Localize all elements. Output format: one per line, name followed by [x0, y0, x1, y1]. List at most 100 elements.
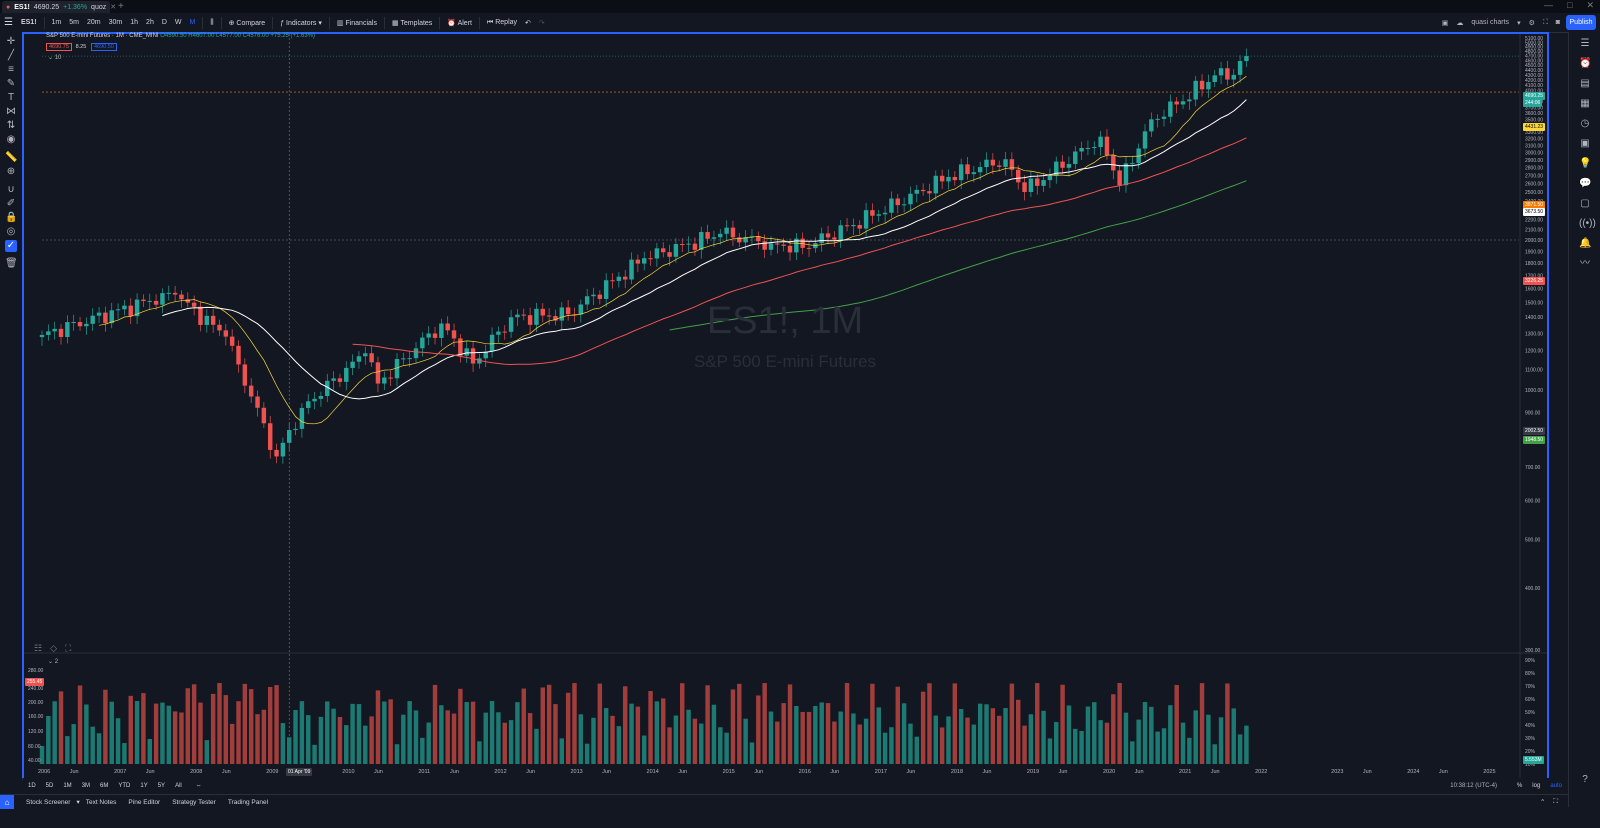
notifications-icon[interactable]: 🔔 — [1579, 238, 1592, 249]
candle-body — [1098, 136, 1103, 148]
close-tab-icon[interactable]: ✕ — [110, 4, 117, 11]
pattern-icon[interactable]: ⋈ — [6, 106, 16, 117]
tab-text-notes[interactable]: Text Notes — [85, 798, 117, 806]
range-5y[interactable]: 5Y — [157, 783, 166, 789]
range-3m[interactable]: 3M — [81, 783, 91, 789]
interval-30m[interactable]: 30m — [108, 19, 123, 26]
range-all[interactable]: All — [175, 783, 182, 789]
eye-icon[interactable]: ◉ — [6, 134, 16, 145]
signal-icon[interactable]: ((•)) — [1579, 218, 1596, 229]
collapse-panel-icon[interactable]: ⌃ — [1539, 799, 1546, 806]
zoom-icon[interactable]: ⊕ — [6, 166, 16, 177]
bulb-icon[interactable]: 💡 — [1579, 158, 1592, 169]
help-icon[interactable]: ? — [1582, 774, 1588, 785]
pane-resize-icon[interactable]: ◇ — [50, 643, 57, 653]
buy-price-pill[interactable]: 4690.50 — [90, 43, 117, 51]
range-1d[interactable]: 1D — [28, 783, 36, 789]
hotlist-icon[interactable]: ▦ — [1580, 98, 1590, 109]
fib-icon[interactable]: ≡ — [8, 64, 14, 75]
calendar-icon[interactable]: ◷ — [1580, 118, 1590, 129]
interval-1m[interactable]: 1m — [51, 19, 62, 26]
layout-dropdown-icon[interactable]: ▾ — [1517, 19, 1521, 27]
chart-tab[interactable]: ● ES1! 4690.25 +1.36% quoz ✕ — [2, 1, 116, 13]
new-tab-icon[interactable]: + — [118, 1, 124, 12]
range-ytd[interactable]: YTD — [118, 783, 131, 789]
publish-button[interactable]: Publish — [1566, 15, 1596, 30]
volume-bar — [287, 737, 292, 764]
replay-button[interactable]: ⏮ Replay — [486, 18, 518, 26]
chart-canvas[interactable]: 5100.005000.004900.004800.004700.004600.… — [24, 34, 1547, 778]
prediction-icon[interactable]: ⇅ — [6, 120, 16, 131]
streams-icon[interactable]: ▢ — [1580, 198, 1590, 209]
lock-icon[interactable]: 🔒 — [5, 212, 18, 223]
maximize-panel-icon[interactable]: ⛶ — [1553, 798, 1558, 805]
candle-body — [382, 377, 387, 384]
maximize-icon[interactable]: □ — [1567, 0, 1573, 10]
trash-icon[interactable]: 🗑 — [5, 258, 18, 269]
undo-icon[interactable]: ↶ — [525, 19, 531, 27]
chevron-down-icon[interactable]: ⌄ — [48, 55, 54, 61]
interval-5m[interactable]: 5m — [69, 19, 79, 26]
watchlist-icon[interactable]: ☰ — [1580, 38, 1590, 49]
home-icon[interactable]: ⌂ — [0, 795, 14, 809]
minimize-icon[interactable]: — — [1544, 0, 1554, 10]
indicators-button[interactable]: ƒ Indicators ▾ — [280, 19, 322, 27]
visibility-icon[interactable]: ◎ — [6, 226, 16, 237]
brush-icon[interactable]: ✎ — [6, 78, 16, 89]
ideas-icon[interactable]: ▣ — [1580, 138, 1590, 149]
financials-button[interactable]: ▥ Financials — [336, 19, 377, 27]
interval-w[interactable]: W — [174, 19, 182, 26]
tab-trading-panel[interactable]: Trading Panel — [227, 798, 269, 806]
range-5d[interactable]: 5D — [45, 783, 54, 789]
date-range-icon[interactable]: ⇔ — [195, 783, 202, 789]
camera-icon[interactable]: ◙ — [1555, 19, 1560, 26]
favorites-icon[interactable]: ✓ — [5, 240, 17, 252]
trend-icon[interactable]: 〰 — [1580, 258, 1590, 269]
tab-stock-screener[interactable]: Stock Screener — [26, 798, 71, 806]
tab-pine-editor[interactable]: Pine Editor — [128, 798, 161, 806]
scale-auto[interactable]: auto — [1550, 783, 1562, 789]
scale-log[interactable]: log — [1532, 783, 1541, 789]
templates-button[interactable]: ▦ Templates — [391, 19, 433, 27]
data-window-icon[interactable]: ▤ — [1580, 78, 1590, 89]
chat-icon[interactable]: 💬 — [1579, 178, 1592, 189]
screener-dropdown-icon[interactable]: ▾ — [76, 799, 80, 806]
interval-1h[interactable]: 1h — [130, 19, 139, 26]
ruler-icon[interactable]: 📏 — [5, 152, 18, 163]
magnet-icon[interactable]: ∪ — [7, 184, 15, 195]
ma-legend-row[interactable]: ⌄ 10 — [48, 54, 61, 61]
pane-maximize-icon[interactable]: ⛶ — [65, 643, 72, 653]
symbol-search[interactable]: ES1! — [20, 19, 37, 26]
redo-icon[interactable]: ↷ — [538, 19, 545, 27]
scale-percent[interactable]: % — [1516, 783, 1523, 789]
sell-price-pill[interactable]: 4690.75 — [46, 43, 72, 51]
timezone-label[interactable]: 10:38:12 (UTC-4) — [1450, 783, 1497, 789]
settings-icon[interactable]: ⚙ — [1528, 19, 1535, 27]
volume-legend[interactable]: ⌄ 2 — [48, 658, 58, 665]
interval-20m[interactable]: 20m — [87, 19, 101, 26]
interval-m[interactable]: M — [189, 19, 196, 26]
layout-name[interactable]: quasi charts — [1471, 19, 1510, 26]
interval-2h[interactable]: 2h — [146, 19, 154, 26]
tab-strategy-tester[interactable]: Strategy Tester — [172, 798, 216, 806]
volume-bar — [908, 723, 913, 764]
alert-button[interactable]: ⏰ Alert — [447, 19, 472, 27]
chart-type-icon[interactable]: ⫼ — [210, 18, 214, 26]
crosshair-icon[interactable]: ✛ — [6, 36, 16, 47]
trend-line-icon[interactable]: ╱ — [7, 50, 15, 61]
range-1y[interactable]: 1Y — [140, 783, 148, 789]
compare-button[interactable]: ⊕ Compare — [228, 19, 266, 27]
fullscreen-icon[interactable]: ⛶ — [1542, 18, 1548, 26]
pane-list-icon[interactable]: ☷ — [34, 643, 43, 653]
interval-d[interactable]: D — [161, 19, 167, 26]
range-6m[interactable]: 6M — [100, 783, 109, 789]
menu-icon[interactable]: ☰ — [4, 17, 13, 28]
alerts-icon[interactable]: ⏰ — [1579, 58, 1592, 69]
text-icon[interactable]: T — [7, 92, 15, 103]
cloud-icon[interactable]: ☁ — [1456, 19, 1464, 27]
range-1m[interactable]: 1M — [63, 783, 72, 789]
volume-chevron-icon[interactable]: ⌄ — [48, 659, 54, 665]
lock-drawing-icon[interactable]: ✐ — [6, 198, 16, 209]
close-window-icon[interactable]: ✕ — [1586, 0, 1594, 10]
layout-grid-icon[interactable]: ▣ — [1441, 19, 1449, 27]
